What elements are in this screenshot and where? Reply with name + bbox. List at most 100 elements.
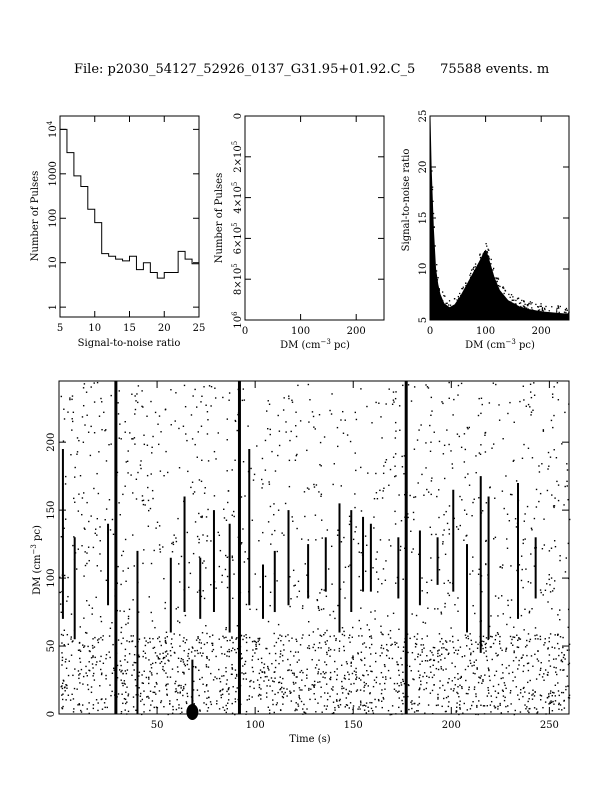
time-dm-point — [166, 694, 168, 696]
time-dm-point — [127, 710, 130, 713]
time-dm-point — [234, 713, 236, 716]
time-dm-point — [477, 681, 480, 684]
time-dm-point — [454, 676, 456, 679]
time-dm-point — [423, 647, 425, 649]
time-dm-point — [467, 637, 470, 640]
time-dm-point — [279, 656, 281, 658]
time-dm-point — [513, 459, 515, 462]
time-dm-point — [457, 384, 460, 387]
time-dm-point — [402, 650, 405, 652]
time-dm-point — [554, 684, 557, 686]
time-dm-point — [182, 659, 184, 661]
snr-dm-point — [457, 295, 459, 298]
time-dm-point — [304, 515, 306, 518]
time-dm-point — [403, 473, 405, 475]
time-dm-point — [273, 513, 275, 516]
time-dm-point — [447, 579, 450, 582]
time-dm-point — [151, 674, 153, 676]
time-dm-point — [61, 694, 63, 696]
time-dm-point — [302, 713, 304, 715]
time-dm-point — [134, 413, 136, 415]
time-dm-point — [122, 684, 124, 687]
time-dm-point — [355, 676, 358, 678]
time-dm-point — [73, 708, 75, 710]
time-dm-point — [116, 677, 119, 679]
time-dm-point — [280, 688, 282, 690]
time-dm-point — [233, 573, 235, 575]
time-dm-point — [335, 639, 337, 642]
time-dm-point — [166, 636, 168, 638]
histogram-ylabel: Number of Pulses — [30, 171, 41, 261]
time-dm-point — [327, 568, 330, 570]
time-dm-point — [298, 590, 301, 592]
time-dm-point — [370, 611, 372, 613]
time-dm-point — [465, 513, 468, 515]
time-dm-point — [64, 483, 67, 485]
time-dm-point — [310, 688, 312, 690]
time-dm-point — [148, 697, 150, 699]
snr-dm-point — [486, 250, 488, 253]
time-dm-point — [431, 477, 433, 479]
time-dm-point — [548, 578, 550, 581]
time-dm-point — [150, 400, 152, 403]
time-dm-point — [396, 691, 399, 693]
time-dm-point — [388, 388, 390, 390]
time-dm-point — [87, 546, 90, 548]
time-dm-point — [132, 492, 134, 494]
time-dm-point — [396, 682, 399, 685]
time-dm-point — [83, 383, 86, 385]
time-dm-point — [255, 648, 258, 650]
time-dm-point — [93, 646, 96, 648]
time-dm-point — [101, 708, 104, 710]
snr-dm-point — [527, 311, 529, 313]
time-dm-point — [465, 679, 467, 682]
time-dm-point — [502, 677, 504, 679]
time-dm-point — [495, 383, 497, 386]
time-dm-point — [528, 640, 531, 643]
snr-dm-point — [467, 285, 470, 287]
time-dm-point — [446, 522, 449, 525]
time-dm-point — [108, 635, 111, 637]
time-dm-point — [336, 693, 338, 695]
time-dm-point — [502, 672, 504, 674]
time-dm-point — [313, 685, 315, 687]
time-dm-point — [504, 696, 506, 699]
snr-dm-point — [526, 307, 528, 309]
snr-dm-point — [472, 268, 475, 270]
time-dm-point — [201, 655, 203, 657]
time-dm-point — [557, 484, 560, 486]
time-dm-point — [156, 683, 158, 685]
time-dm-point — [475, 695, 477, 698]
time-dm-point — [340, 664, 343, 666]
time-dm-point — [514, 518, 517, 520]
time-dm-point — [533, 517, 536, 520]
time-dm-point — [351, 657, 354, 659]
time-dm-point — [539, 635, 542, 638]
time-dm-point — [468, 686, 470, 688]
time-dm-point — [484, 451, 487, 453]
time-dm-point — [518, 564, 521, 566]
snr-dm-point — [491, 272, 494, 275]
time-dm-point — [246, 649, 248, 652]
time-dm-point — [394, 465, 396, 467]
time-dm-point — [445, 510, 447, 513]
time-dm-point — [266, 696, 268, 698]
time-dm-point — [90, 686, 93, 688]
time-dm-point — [210, 540, 212, 542]
time-dm-point — [407, 384, 410, 386]
time-dm-point — [154, 411, 157, 414]
time-dm-point — [184, 683, 187, 686]
time-dm-point — [212, 679, 215, 681]
time-dm-point — [275, 641, 278, 644]
snr-dm-point — [524, 306, 526, 309]
time-dm-point — [165, 642, 167, 645]
time-dm-point — [320, 608, 323, 611]
time-dm-point — [255, 641, 258, 644]
time-dm-point — [132, 534, 134, 536]
time-dm-point — [527, 633, 530, 635]
time-dm-point — [458, 696, 460, 698]
x-tick-label: 100 — [476, 326, 495, 337]
time-dm-point — [360, 510, 363, 512]
time-dm-point — [288, 397, 290, 400]
